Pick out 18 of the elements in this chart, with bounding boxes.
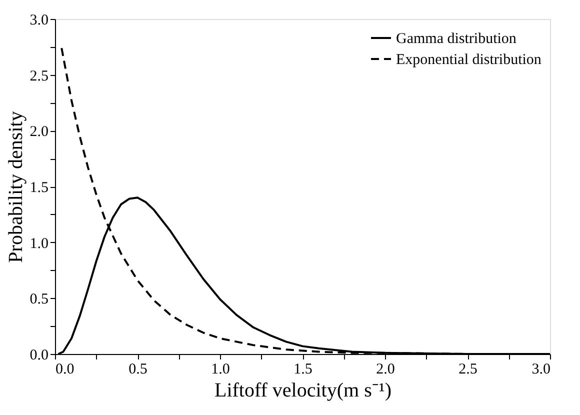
- y-tick-label: 2.0: [30, 124, 48, 140]
- legend-label: Gamma distribution: [396, 31, 517, 47]
- y-tick-label: 3.0: [30, 12, 48, 28]
- y-tick-label: 2.5: [30, 68, 48, 84]
- x-tick-label: 3.0: [532, 362, 550, 378]
- x-axis-title: Liftoff velocity(m s⁻¹): [214, 380, 392, 402]
- y-tick-label: 0.5: [30, 292, 48, 308]
- x-tick-label: 1.0: [211, 362, 230, 378]
- x-tick-label: 2.5: [458, 362, 478, 378]
- x-tick-label: 0.0: [56, 362, 74, 378]
- x-tick-label: 2.0: [376, 362, 395, 378]
- legend-label: Exponential distribution: [396, 52, 542, 68]
- y-tick-label: 0.0: [30, 348, 48, 364]
- y-tick-label: 1.0: [30, 236, 48, 252]
- x-tick-label: 1.5: [294, 362, 312, 378]
- x-tick-label: 0.5: [128, 362, 148, 378]
- y-tick-label: 1.5: [30, 180, 48, 196]
- y-axis-title: Probability density: [4, 111, 27, 263]
